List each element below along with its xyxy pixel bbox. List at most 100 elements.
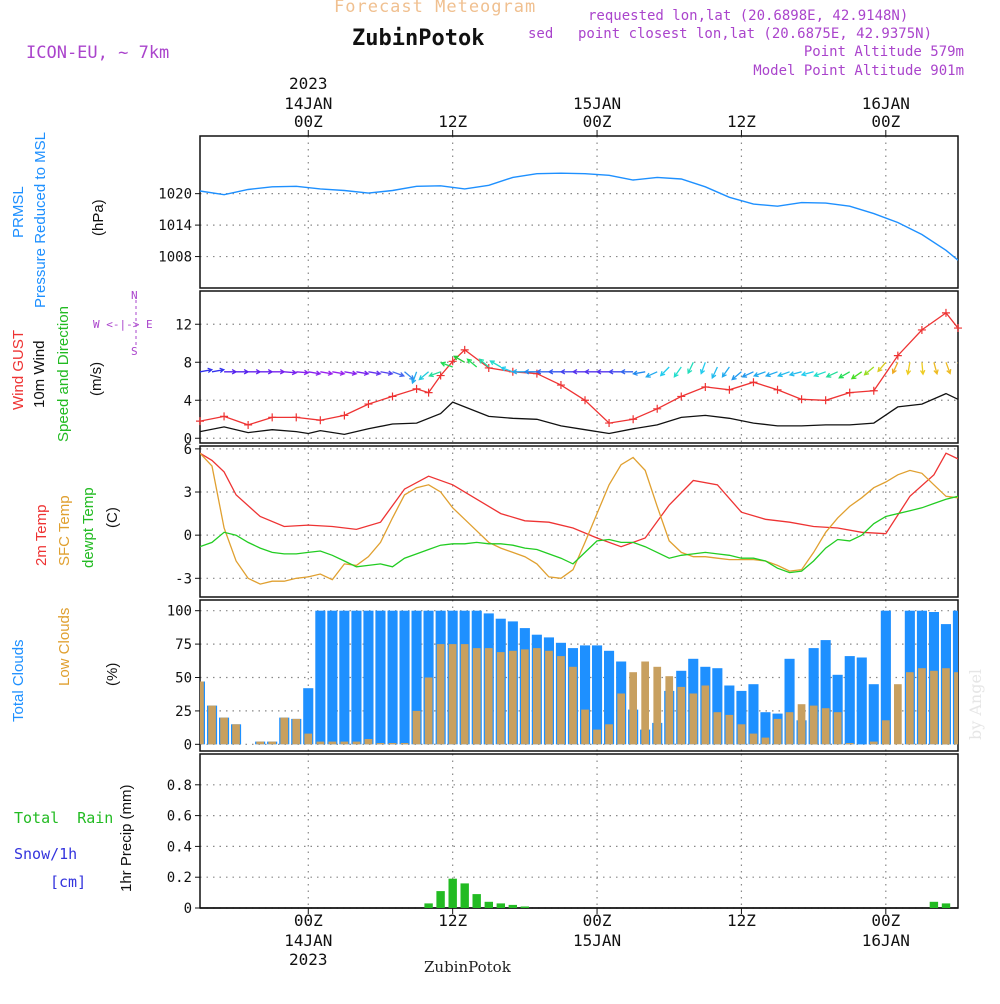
wind-10m-label: 10m Wind: [31, 340, 48, 408]
total-cloud-bar: [411, 610, 422, 745]
watermark: by Angel: [966, 668, 985, 740]
low-cloud-bar: [942, 668, 950, 745]
wind-direction-arrow: [659, 366, 670, 377]
low-clouds-label: Low Clouds: [56, 607, 73, 686]
wind-dir-label: Speed and Direction: [55, 306, 72, 442]
low-cloud-bar: [364, 739, 373, 745]
total-cloud-bar: [868, 684, 879, 745]
low-cloud-bar: [797, 704, 806, 745]
rain-bar: [496, 903, 505, 908]
total-cloud-bar: [387, 610, 398, 745]
requested-coords: requested lon,lat (20.6898E, 42.9148N): [588, 8, 909, 24]
wind-direction-arrow: [296, 369, 310, 376]
wind-direction-arrow: [356, 370, 370, 376]
total-cloud-bar: [303, 688, 314, 745]
low-cloud-bar: [280, 717, 289, 745]
total-cloud-bar: [315, 610, 326, 745]
total-cloud-bar: [327, 610, 338, 745]
wind-direction-arrow: [850, 371, 863, 380]
bottom-axis-year: 2023: [289, 950, 328, 969]
rain-bar: [508, 904, 517, 908]
y-tick-label: 0.4: [167, 839, 192, 855]
closest-coords-prefix: sed: [528, 26, 554, 42]
sfc-temp-line: [200, 452, 958, 585]
wind-direction-arrow: [511, 369, 525, 375]
low-cloud-bar: [521, 649, 529, 745]
low-cloud-bar: [400, 743, 409, 745]
y-tick-label: 6: [184, 442, 192, 458]
wind-direction-arrow: [392, 371, 406, 378]
low-cloud-bar: [894, 684, 902, 745]
wind-direction-arrow: [777, 371, 790, 378]
low-cloud-bar: [869, 741, 878, 745]
y-tick-label: 8: [184, 355, 192, 371]
wind-direction-arrow: [825, 371, 838, 378]
wind-direction-arrow: [559, 369, 573, 375]
wind-direction-arrow: [741, 371, 754, 378]
y-tick-label: 0: [184, 528, 192, 544]
top-axis-hour: 00Z: [582, 112, 612, 131]
gust-marker: [821, 396, 830, 405]
wind-direction-arrow: [863, 366, 875, 376]
wind-direction-arrow: [800, 371, 814, 377]
top-axis-date: 15JAN: [572, 94, 622, 113]
compass-west-east: W <-|-> E: [93, 318, 153, 331]
gust-marker: [701, 382, 710, 391]
low-cloud-bar: [665, 676, 674, 745]
low-cloud-bar: [701, 685, 710, 745]
low-cloud-bar: [821, 708, 830, 745]
bottom-axis-hour: 00Z: [293, 911, 323, 930]
low-cloud-bar: [593, 729, 601, 745]
closest-coords: point closest lon,lat (20.6875E, 42.9375…: [578, 26, 933, 42]
pressure-msl-label: Pressure Reduced to MSL: [32, 132, 49, 308]
low-cloud-bar: [533, 648, 541, 745]
wind-direction-arrow: [368, 370, 382, 376]
gust-marker: [292, 413, 301, 422]
panel-frame: [199, 135, 959, 289]
rain-bar: [484, 901, 493, 908]
low-cloud-bar: [200, 681, 204, 745]
wind-gust-label: Wind GUST: [10, 329, 27, 410]
bottom-axis-hour: 12Z: [438, 911, 468, 930]
total-cloud-bar: [363, 610, 374, 745]
bottom-axis-hour: 00Z: [871, 911, 901, 930]
bottom-axis-date: 14JAN: [284, 931, 333, 950]
low-cloud-bar: [569, 666, 577, 745]
low-cloud-bar: [689, 693, 698, 745]
gust-marker: [316, 416, 325, 425]
low-cloud-bar: [388, 743, 397, 745]
wind-speed-line: [200, 392, 958, 436]
wind-direction-arrow: [320, 370, 334, 376]
y-tick-label: 12: [175, 317, 192, 333]
low-cloud-bar: [376, 743, 385, 745]
low-cloud-bar: [845, 743, 854, 745]
bottom-axis-hour: 12Z: [726, 911, 756, 930]
gust-marker: [220, 412, 229, 421]
y-tick-label: 0.6: [167, 809, 192, 825]
low-cloud-bar: [930, 670, 938, 745]
gust-marker: [581, 396, 590, 405]
total-cloud-bar: [748, 684, 759, 745]
gust-marker: [941, 308, 950, 317]
wind-direction-arrow: [764, 371, 778, 378]
wind-direction-arrow: [466, 358, 478, 368]
dewpt-temp-line: [200, 495, 958, 574]
gust-marker: [448, 357, 457, 366]
rain-bar: [520, 906, 529, 908]
low-cloud-bar: [557, 656, 565, 745]
wind-direction-arrow: [813, 371, 826, 378]
sfc-temp-label: SFC Temp: [56, 495, 73, 566]
wind-direction-arrow: [332, 370, 346, 376]
temp-2m-line: [200, 452, 958, 548]
compass-north: N: [131, 289, 138, 302]
low-cloud-bar: [208, 705, 216, 745]
clouds-unit: (%): [104, 662, 121, 686]
low-cloud-bar: [749, 733, 758, 745]
y-tick-label: 1008: [158, 250, 192, 266]
total-rain-label: Total Rain: [14, 809, 114, 827]
top-axis-hour: 12Z: [990, 112, 1000, 131]
low-cloud-bar: [232, 724, 240, 745]
low-cloud-bar: [436, 644, 445, 745]
gust-marker: [677, 392, 686, 401]
